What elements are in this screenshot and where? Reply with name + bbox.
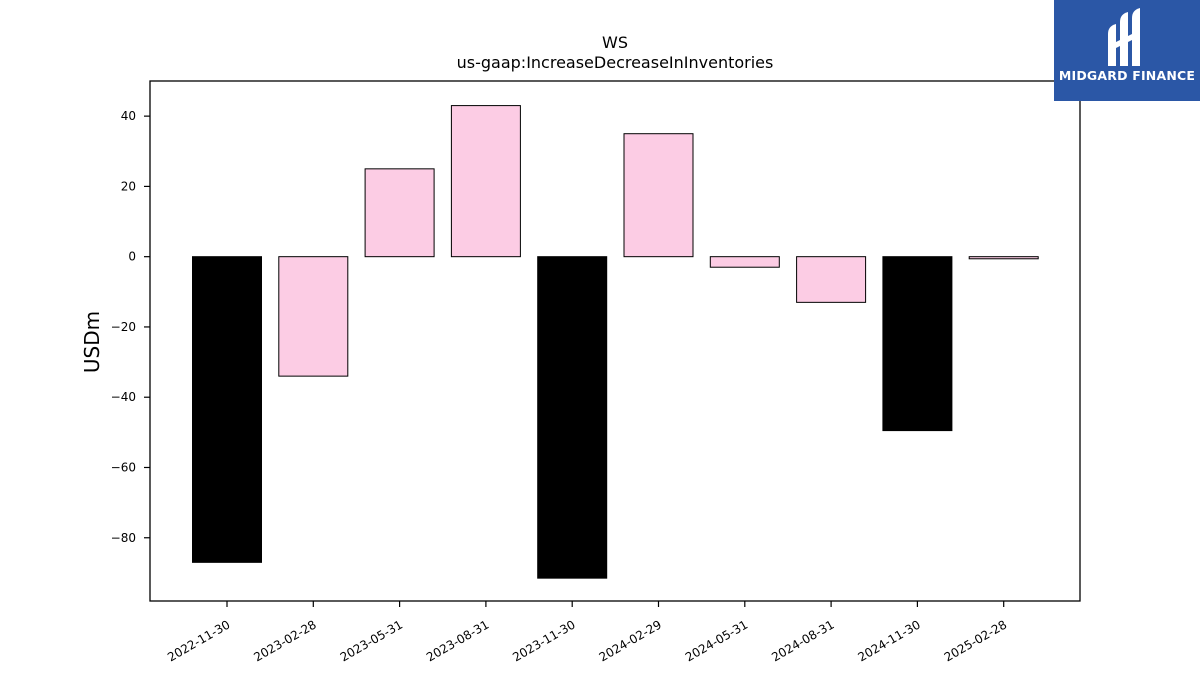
x-tick-label: 2024-05-31 bbox=[683, 617, 750, 664]
x-tick-label: 2024-11-30 bbox=[855, 617, 922, 664]
x-tick-label: 2022-11-30 bbox=[165, 617, 232, 664]
bar-2024-11-30 bbox=[882, 256, 953, 432]
chart-title: WS bbox=[602, 33, 628, 52]
bars-layer bbox=[192, 105, 1039, 579]
midgard-logo-mark-icon bbox=[1108, 8, 1140, 66]
bar-2022-11-30 bbox=[192, 256, 262, 563]
x-tick-label: 2024-08-31 bbox=[769, 617, 836, 664]
bar-2024-08-31 bbox=[796, 256, 867, 303]
logo-text: MIDGARD FINANCE bbox=[1058, 68, 1196, 83]
x-tick-label: 2025-02-28 bbox=[942, 617, 1009, 664]
plot-frame bbox=[149, 80, 1081, 602]
y-tick-label: −40 bbox=[111, 390, 136, 404]
bar-2023-05-31 bbox=[364, 168, 435, 258]
y-tick-label: −20 bbox=[111, 320, 136, 334]
bar-2023-11-30 bbox=[537, 256, 608, 579]
y-axis-label: USDm bbox=[80, 311, 104, 373]
bar-2024-02-29 bbox=[623, 133, 694, 258]
y-tick-label: 20 bbox=[121, 179, 136, 193]
y-tick-label: 40 bbox=[121, 109, 136, 123]
bar-2025-02-28 bbox=[968, 256, 1039, 260]
x-tick-label: 2023-05-31 bbox=[338, 617, 405, 664]
x-tick-label: 2023-02-28 bbox=[251, 617, 318, 664]
y-tick-label: −80 bbox=[111, 531, 136, 545]
bar-2023-08-31 bbox=[450, 105, 521, 258]
y-tick-label: 0 bbox=[128, 250, 136, 264]
chart-subtitle: us-gaap:IncreaseDecreaseInInventories bbox=[457, 53, 774, 72]
midgard-finance-logo: MIDGARD FINANCE bbox=[1054, 0, 1200, 101]
bar-2023-02-28 bbox=[278, 256, 349, 377]
y-tick-label: −60 bbox=[111, 460, 136, 474]
x-tick-label: 2024-02-29 bbox=[597, 617, 664, 664]
bar-2024-05-31 bbox=[709, 256, 780, 268]
x-tick-label: 2023-08-31 bbox=[424, 617, 491, 664]
x-tick-label: 2023-11-30 bbox=[510, 617, 577, 664]
